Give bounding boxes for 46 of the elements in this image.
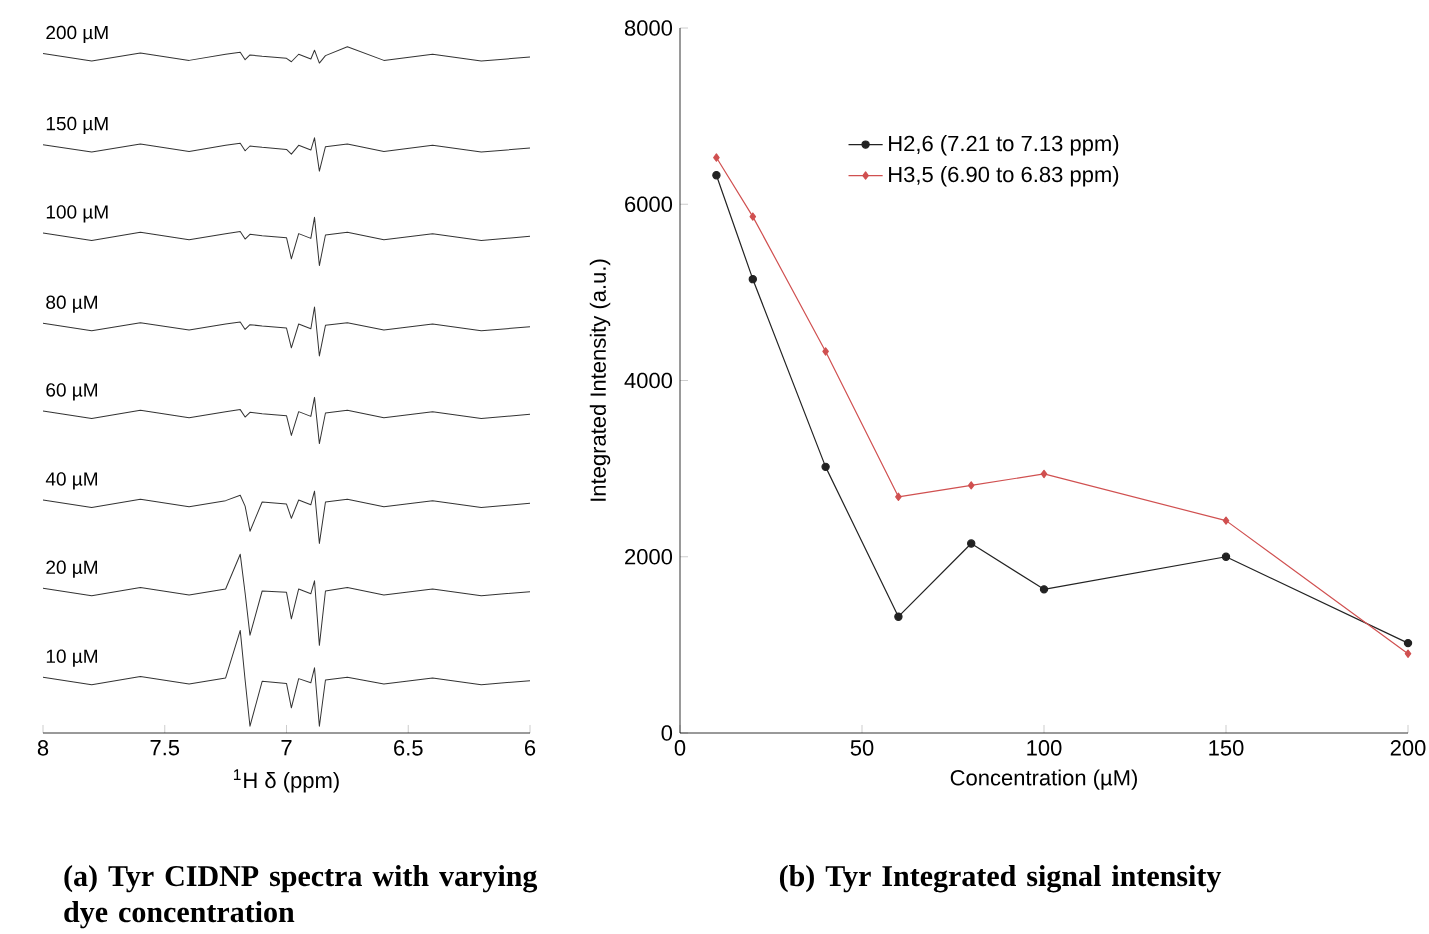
x-axis-title: $^{1}$H δ (ppm) (233, 769, 339, 793)
x-tick-label: 7.5 (150, 740, 180, 756)
point (713, 153, 720, 162)
point (1222, 516, 1230, 525)
point (749, 212, 757, 221)
y-tick-label: 0 (661, 725, 673, 741)
series-label: 10 µM (46, 649, 98, 667)
point (1039, 585, 1049, 594)
x-axis-title: Concentration (µM) (950, 769, 1137, 790)
y-tick-label: 2000 (625, 548, 673, 565)
series-label: 20 µM (46, 560, 98, 578)
y-tick-label: 8000 (624, 20, 673, 36)
point (712, 170, 721, 180)
x-tick-label: 200 (1390, 740, 1426, 756)
y-tick-label: 6000 (625, 196, 673, 213)
point (1404, 649, 1412, 658)
series-label: 60 µM (46, 383, 98, 401)
text: (a) Tyr CIDNP spectra with varying dye concentration (64, 865, 538, 929)
point (1221, 552, 1231, 561)
x-tick-label: 0 (674, 740, 686, 756)
y-tick-label: 4000 (624, 372, 673, 389)
x-tick-label: 50 (850, 740, 874, 756)
x-tick-label: 100 (1027, 740, 1062, 756)
legend-label: H2,6 (7.21 to 7.13 ppm) (889, 135, 1119, 156)
point (967, 481, 975, 490)
series-label: 80 µM (46, 295, 98, 313)
point (821, 462, 830, 472)
series-label: 150 µM (46, 116, 108, 135)
point (748, 274, 758, 284)
series-label: 100 µM (46, 205, 108, 223)
x-tick-label: 7 (281, 740, 292, 756)
text: (b) Tyr Integrated signal intensity (779, 865, 1222, 893)
legend-label: H3,5 (6.90 to 6.83 ppm) (889, 166, 1119, 187)
y-axis-title: Integrated Intensity (a.u.) (589, 259, 611, 501)
x-tick-label: 6.5 (394, 740, 423, 756)
point (1403, 638, 1413, 648)
series-label: 200 µM (46, 25, 108, 44)
point (822, 347, 829, 356)
point (895, 492, 902, 502)
x-tick-label: 8 (37, 740, 49, 756)
point (1040, 469, 1048, 479)
point (967, 539, 976, 548)
x-tick-label: 6 (525, 740, 536, 756)
x-tick-label: 150 (1209, 740, 1244, 756)
series-label: 40 µM (45, 472, 98, 490)
point (894, 612, 903, 621)
